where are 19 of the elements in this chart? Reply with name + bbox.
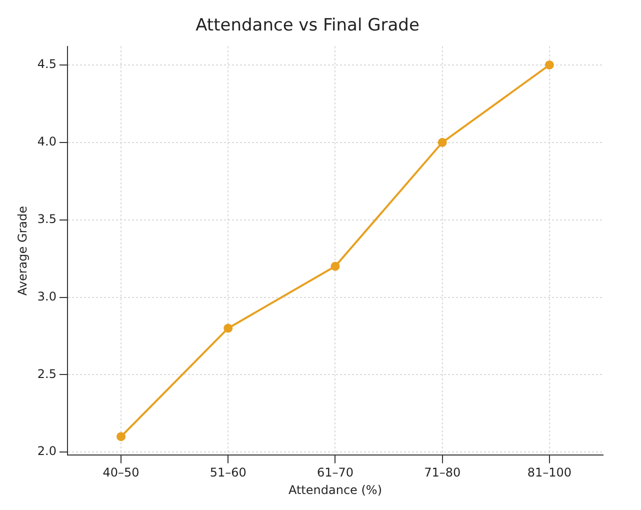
- x-tick-label: 81–100: [527, 466, 572, 480]
- y-tick-label: 2.5: [37, 366, 56, 381]
- point: [544, 60, 554, 70]
- y-tick-label: 4.0: [37, 134, 56, 149]
- point: [224, 324, 233, 333]
- x-tick-label: 71–80: [424, 466, 461, 480]
- y-tick-label: 3.0: [37, 289, 56, 304]
- y-tick-label: 2.0: [37, 444, 56, 458]
- x-tick-label: 51–60: [210, 466, 246, 480]
- y-tick-label: 4.5: [37, 57, 56, 72]
- chart-title: Attendance vs Final Grade: [196, 16, 420, 36]
- x-tick-label: 61–70: [316, 466, 354, 480]
- x-tick-label: 40–50: [102, 466, 140, 480]
- point: [438, 138, 447, 147]
- point: [330, 262, 340, 271]
- y-tick-label: 3.5: [37, 212, 56, 226]
- x-axis-title: Attendance (%): [288, 482, 382, 497]
- point: [116, 432, 126, 442]
- y-axis-title: Average Grade: [15, 206, 30, 296]
